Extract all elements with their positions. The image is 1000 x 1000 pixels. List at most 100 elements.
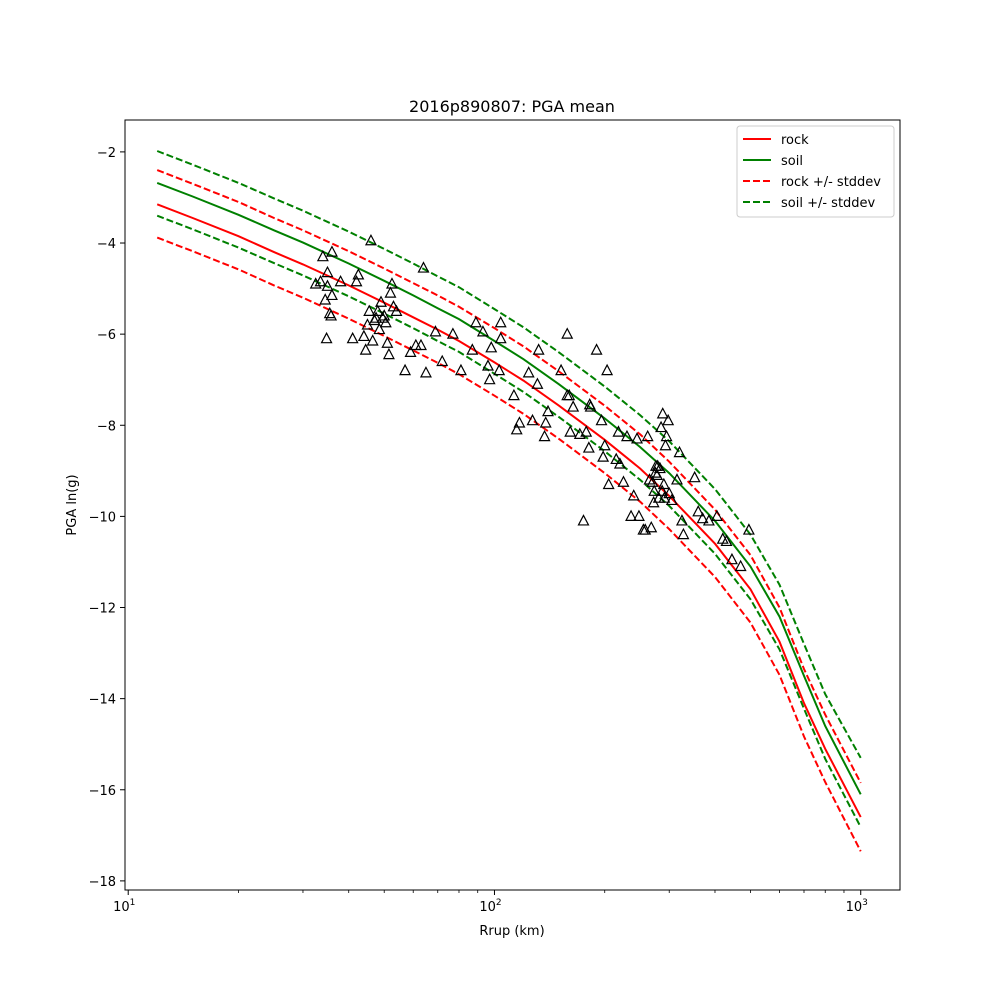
- data-point-marker: [419, 366, 432, 378]
- data-point-marker: [656, 484, 669, 496]
- legend-label: rock: [781, 133, 809, 148]
- data-point-marker: [414, 338, 427, 351]
- y-tick-label: −8: [97, 419, 116, 434]
- data-point-marker: [665, 493, 678, 506]
- data-point-marker: [617, 475, 630, 487]
- data-point-marker: [688, 470, 701, 483]
- y-tick-label: −10: [89, 510, 116, 525]
- y-axis-label: PGA ln(g): [65, 474, 80, 535]
- data-point-marker: [325, 309, 338, 321]
- data-point-marker: [710, 509, 723, 521]
- data-point-marker: [670, 473, 683, 485]
- data-point-marker: [364, 233, 377, 246]
- data-point-marker: [366, 334, 379, 346]
- data-point-marker: [373, 322, 386, 335]
- series-line-rock-stddev-3: [156, 236, 862, 852]
- data-point-marker: [321, 265, 334, 278]
- data-point-marker: [325, 245, 338, 257]
- data-point-marker: [384, 286, 397, 298]
- data-point-marker: [627, 489, 640, 501]
- data-point-marker: [597, 450, 610, 462]
- data-point-marker: [612, 425, 625, 437]
- x-axis-label: Rrup (km): [479, 924, 544, 939]
- data-point-marker: [417, 261, 430, 273]
- data-point-marker: [625, 509, 638, 521]
- legend-label: soil: [781, 154, 803, 169]
- data-point-marker: [481, 359, 494, 371]
- data-point-marker: [564, 425, 577, 437]
- data-point-marker: [651, 468, 664, 480]
- data-point-marker: [675, 514, 688, 526]
- data-point-marker: [610, 452, 623, 465]
- y-tick-label: −6: [97, 328, 116, 343]
- data-point-marker: [584, 400, 597, 412]
- data-point-marker: [657, 477, 670, 490]
- data-point-marker: [359, 343, 372, 355]
- data-point-marker: [590, 343, 603, 355]
- data-point-marker: [696, 511, 709, 524]
- data-point-marker: [381, 336, 394, 348]
- data-point-marker: [320, 331, 333, 344]
- series-line-soil-stddev-4: [156, 150, 862, 759]
- data-point-marker: [663, 486, 676, 499]
- data-point-marker: [648, 484, 661, 496]
- data-point-marker: [390, 304, 403, 316]
- data-point-marker: [620, 429, 633, 442]
- data-point-marker: [677, 527, 690, 540]
- data-point-marker: [645, 520, 658, 533]
- data-point-marker: [350, 274, 363, 287]
- data-point-marker: [653, 461, 666, 474]
- data-point-marker: [404, 345, 417, 357]
- data-point-marker: [346, 331, 359, 344]
- chart-title: 2016p890807: PGA mean: [409, 97, 615, 116]
- x-tick-label-exponent: 3: [862, 898, 868, 908]
- data-point-marker: [646, 475, 659, 487]
- data-point-marker: [582, 441, 595, 453]
- data-point-marker: [539, 416, 552, 428]
- data-point-marker: [561, 327, 574, 339]
- data-point-marker: [742, 523, 755, 535]
- data-point-marker: [595, 413, 608, 426]
- data-point-marker: [493, 363, 506, 376]
- series-line-rock-0: [156, 203, 862, 818]
- data-point-marker: [399, 363, 412, 376]
- data-point-marker: [734, 559, 747, 572]
- x-tick-label-exponent: 1: [130, 898, 136, 908]
- data-point-marker: [321, 279, 334, 291]
- data-point-marker: [379, 315, 392, 328]
- data-point-marker: [531, 377, 544, 389]
- series-line-soil-stddev-5: [156, 214, 862, 828]
- data-point-marker: [538, 429, 551, 442]
- y-tick-label: −2: [97, 146, 116, 161]
- data-point-marker: [567, 400, 580, 412]
- data-point-marker: [454, 363, 467, 376]
- y-tick-label: −16: [89, 784, 116, 799]
- data-point-marker: [651, 459, 664, 471]
- series-line-soil-1: [156, 181, 862, 795]
- data-point-marker: [725, 552, 738, 565]
- data-point-marker: [660, 429, 673, 442]
- data-point-marker: [363, 304, 376, 316]
- data-point-marker: [720, 534, 733, 547]
- data-point-marker: [656, 407, 669, 419]
- data-point-marker: [334, 274, 347, 287]
- y-tick-label: −18: [89, 875, 116, 890]
- plot-area: [156, 150, 862, 852]
- series-line-rock-stddev-2: [156, 169, 862, 784]
- data-point-marker: [382, 347, 395, 360]
- data-point-marker: [370, 311, 383, 323]
- data-point-marker: [483, 372, 496, 385]
- data-point-marker: [485, 341, 498, 353]
- y-tick-label: −12: [89, 602, 116, 617]
- y-tick-label: −14: [89, 693, 116, 708]
- data-point-marker: [429, 325, 442, 337]
- data-point-marker: [563, 388, 576, 401]
- data-point-marker: [510, 423, 523, 435]
- data-point-marker: [309, 277, 322, 289]
- data-point-marker: [580, 425, 593, 437]
- data-point-marker: [577, 514, 590, 526]
- data-point-marker: [507, 388, 520, 401]
- data-point-marker: [542, 404, 554, 417]
- data-point-marker: [662, 413, 675, 426]
